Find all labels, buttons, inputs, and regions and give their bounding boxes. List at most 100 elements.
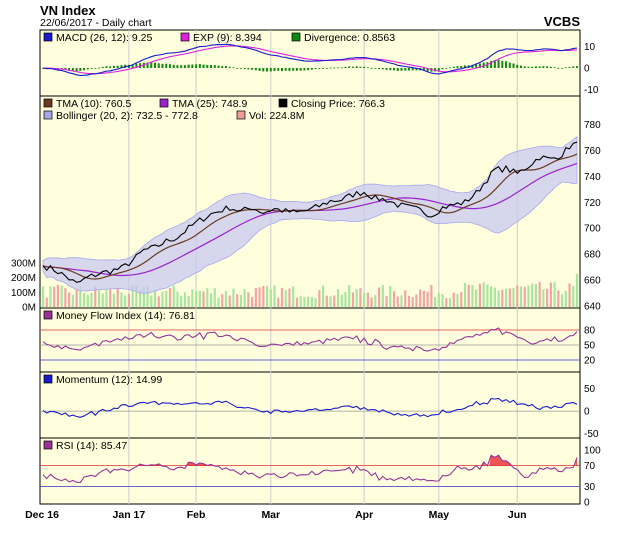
bollinger-band — [42, 135, 578, 294]
divergence-bar — [374, 68, 377, 69]
divergence-bar — [531, 66, 534, 68]
volume-bar — [426, 291, 429, 307]
divergence-bar — [340, 67, 343, 69]
divergence-bar — [441, 68, 444, 70]
divergence-bar — [68, 68, 71, 71]
momentum-tick-label: 0 — [584, 407, 590, 418]
volume-bar — [161, 291, 164, 307]
divergence-bar — [478, 63, 481, 68]
divergence-bar — [351, 66, 354, 68]
volume-bar — [269, 289, 272, 307]
divergence-bar — [150, 62, 153, 68]
divergence-bar — [251, 68, 254, 70]
volume-bar — [396, 296, 399, 307]
divergence-bar — [183, 65, 186, 68]
divergence-bar — [452, 66, 455, 68]
divergence-bar — [527, 66, 530, 68]
divergence-bar — [538, 66, 541, 68]
divergence-bar — [490, 60, 493, 68]
divergence-bar — [172, 64, 175, 68]
volume-bar — [437, 292, 440, 307]
volume-bar — [292, 286, 295, 307]
rsi-tick-label: 0 — [584, 498, 590, 509]
volume-bar — [243, 289, 246, 307]
momentum-tick-label: -50 — [584, 429, 599, 440]
divergence-bar — [295, 68, 298, 71]
legend-swatch — [43, 310, 53, 320]
volume-bar — [120, 292, 123, 307]
divergence-bar — [154, 62, 157, 68]
volume-bar — [359, 287, 362, 307]
volume-bar — [471, 285, 474, 307]
mfi-tick-label: 80 — [584, 326, 596, 337]
volume-bar — [64, 287, 67, 307]
volume-bar — [307, 296, 310, 307]
divergence-bar — [568, 67, 571, 68]
divergence-bar — [546, 66, 549, 68]
volume-bar — [138, 289, 142, 307]
x-axis-label: Feb — [187, 509, 206, 521]
volume-bar — [538, 282, 541, 307]
divergence-bar — [75, 68, 78, 72]
divergence-bar — [146, 62, 149, 68]
divergence-bar — [370, 68, 373, 69]
divergence-bar — [202, 64, 205, 68]
volume-bar — [247, 292, 250, 307]
volume-bar — [516, 285, 519, 307]
volume-bar — [508, 288, 511, 307]
legend-entry: Vol: 224.8M — [249, 110, 304, 122]
volume-bar — [277, 297, 280, 307]
divergence-bar — [344, 66, 347, 68]
divergence-bar — [355, 66, 358, 68]
divergence-bar — [258, 68, 261, 71]
volume-bar — [209, 293, 213, 307]
volume-bar — [258, 287, 261, 307]
divergence-bar — [460, 66, 463, 68]
divergence-bar — [112, 65, 115, 68]
divergence-bar — [195, 64, 198, 68]
divergence-bar — [378, 68, 381, 70]
divergence-bar — [273, 68, 276, 72]
divergence-bar — [463, 65, 466, 68]
volume-bar — [478, 283, 482, 307]
price-tick-label: 680 — [584, 250, 601, 261]
volume-bar — [101, 293, 104, 307]
divergence-bar — [415, 68, 418, 71]
price-tick-label: 700 — [584, 224, 601, 235]
divergence-bar — [366, 67, 369, 69]
volume-bar — [336, 289, 340, 307]
volume-bar — [433, 297, 437, 307]
legend-swatch — [43, 98, 53, 108]
volume-bar — [236, 294, 239, 307]
x-axis-label: Mar — [261, 509, 280, 521]
volume-bar — [542, 289, 545, 307]
volume-bar — [127, 294, 130, 307]
divergence-bar — [288, 68, 291, 71]
momentum-panel — [39, 371, 581, 439]
divergence-bar — [456, 66, 459, 68]
plot-layer — [40, 43, 580, 487]
divergence-bar — [512, 63, 515, 68]
divergence-bar — [90, 68, 93, 69]
volume-bar — [97, 290, 101, 307]
volume-bar — [575, 273, 579, 307]
volume-bar — [400, 295, 403, 307]
volume-bar — [422, 290, 425, 307]
volume-bar — [407, 295, 411, 307]
volume-bar — [392, 291, 396, 307]
volume-bar — [467, 284, 470, 307]
divergence-bar — [508, 62, 511, 68]
x-axis-label: Jun — [508, 509, 527, 521]
volume-bar — [112, 293, 116, 307]
volume-bar — [490, 286, 493, 307]
volume-bar — [560, 294, 564, 307]
legend-swatch — [278, 98, 288, 108]
divergence-bar — [385, 68, 388, 70]
divergence-bar — [404, 68, 407, 71]
legend-swatch — [180, 32, 190, 42]
divergence-bar — [381, 68, 384, 70]
divergence-bar — [501, 60, 504, 68]
divergence-bar — [277, 68, 280, 71]
volume-bar — [463, 282, 467, 307]
